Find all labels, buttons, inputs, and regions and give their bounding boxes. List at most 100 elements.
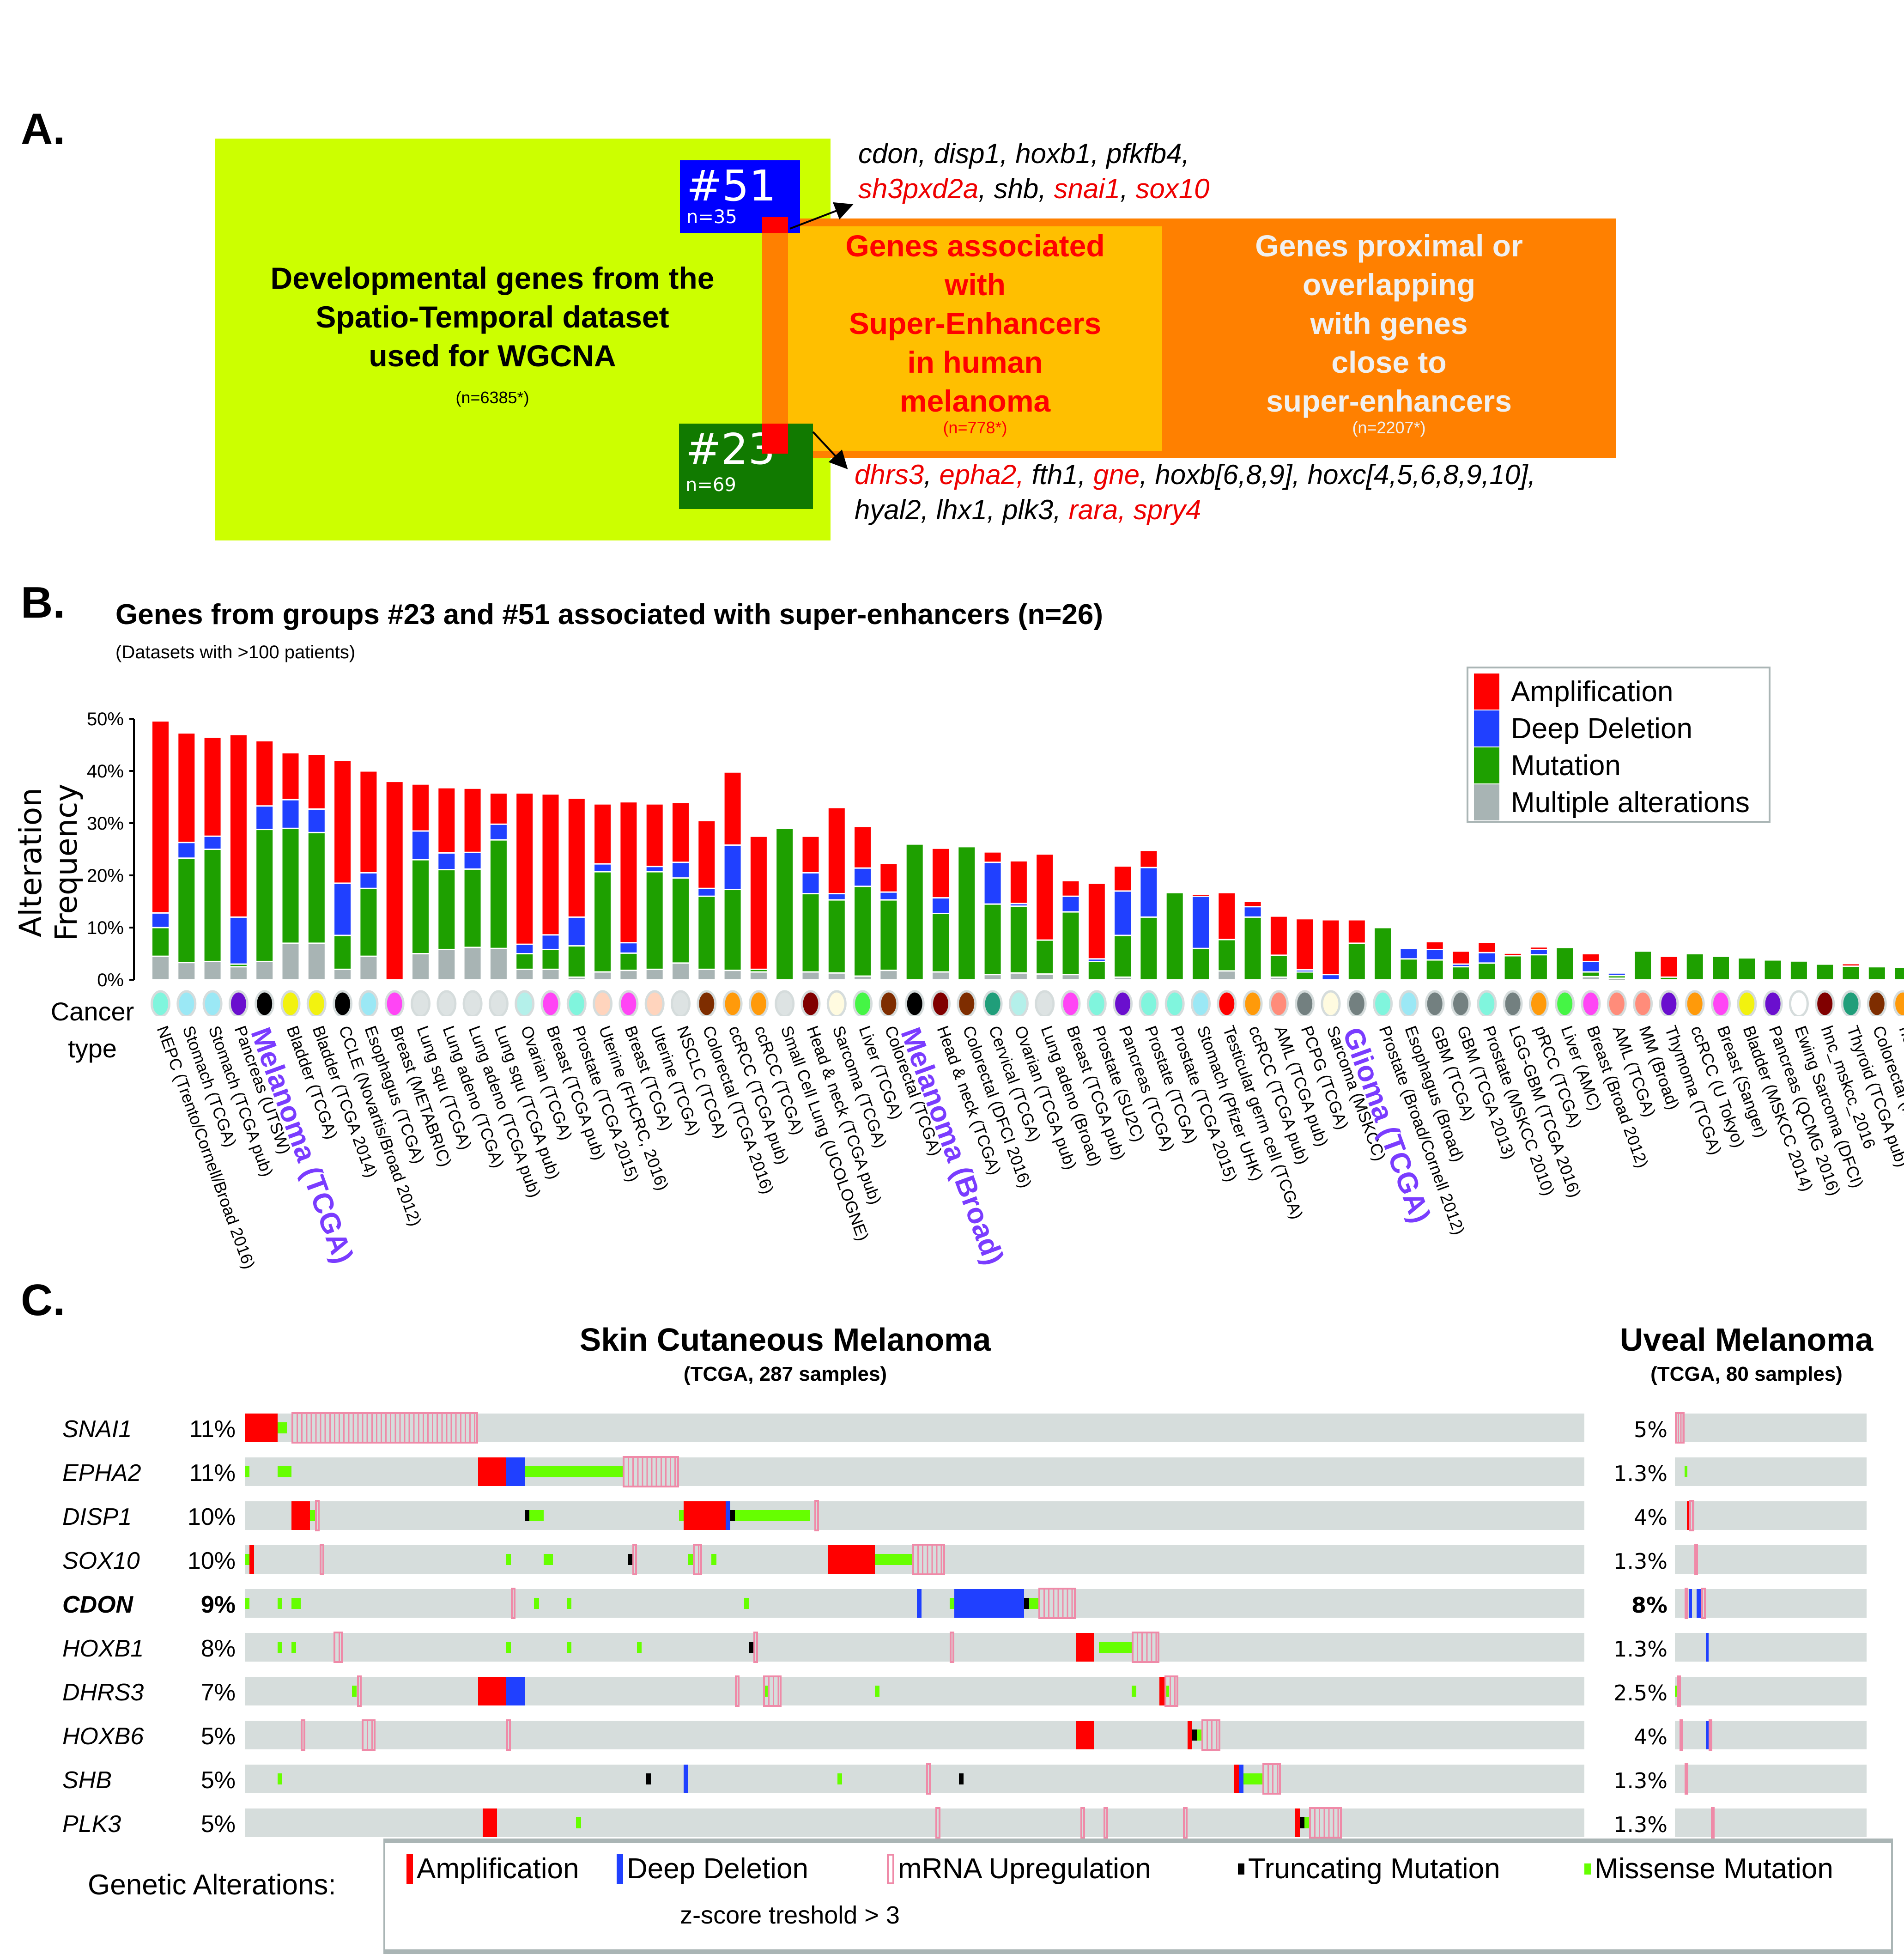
legend-item-amp: Amplification xyxy=(406,1852,579,1885)
cancer-type-dot xyxy=(1243,990,1263,1016)
deep-deletion-event xyxy=(1706,1633,1709,1662)
cancer-type-dot xyxy=(697,990,717,1016)
cancer-type-dot xyxy=(826,990,847,1016)
gene-name-super-enhancer: sox10 xyxy=(1135,173,1210,204)
super-enhancer-count: (n=778*) xyxy=(943,418,1007,437)
bar-segment-mutation xyxy=(1530,955,1547,979)
bar-segment-mutation xyxy=(958,847,975,979)
cancer-type-dot xyxy=(151,990,170,1016)
bar-segment-mutation xyxy=(438,870,455,949)
bar-segment-multiple-alterations xyxy=(360,957,377,979)
bar-segment-deep-deletion xyxy=(646,867,663,871)
bar-segment-multiple-alterations xyxy=(828,973,845,979)
bar-segment-multiple-alterations xyxy=(438,950,455,979)
bar-segment-deep-deletion xyxy=(542,935,559,949)
legend-label: Amplification xyxy=(1511,675,1674,708)
legend-label: Truncating Mutation xyxy=(1248,1853,1500,1885)
amplification-event xyxy=(483,1808,497,1837)
skin-track xyxy=(245,1765,1584,1793)
bar-segment-mutation xyxy=(1790,961,1807,979)
bar-segment-deep-deletion xyxy=(1322,975,1339,979)
mrna-upregulation-event xyxy=(632,1544,637,1575)
bar-segment-deep-deletion xyxy=(1244,907,1261,916)
legend-label: mRNA Upregulation xyxy=(898,1853,1151,1885)
missense-mutation-event xyxy=(534,1597,539,1609)
bar-segment-deep-deletion xyxy=(1401,949,1417,959)
bar-segment-amplification xyxy=(1661,957,1677,977)
amplification-event xyxy=(245,1414,278,1442)
bar-segment-deep-deletion xyxy=(464,853,481,868)
bar-segment-mutation xyxy=(1088,962,1105,979)
uveal-track xyxy=(1675,1721,1867,1749)
uveal-alteration-percent: 8% xyxy=(1631,1593,1668,1618)
bar-segment-mutation xyxy=(1037,941,1053,974)
miss-swatch-icon xyxy=(1584,1863,1591,1875)
gene-list-line: sh3pxd2a, shb, snai1, sox10 xyxy=(858,171,1210,206)
bar-segment-amplification xyxy=(594,804,611,863)
cancer-type-dot xyxy=(333,990,353,1016)
bar-segment-deep-deletion xyxy=(1062,897,1079,911)
bar-segment-multiple-alterations xyxy=(152,957,169,979)
mrna-upregulation-event xyxy=(333,1632,343,1663)
cancer-type-dot xyxy=(540,990,561,1016)
bar-segment-deep-deletion xyxy=(308,809,325,832)
bar-segment-amplification xyxy=(1115,867,1131,891)
gene-name: , xyxy=(1120,173,1136,204)
bar-segment-amplification xyxy=(412,784,429,831)
bar-segment-deep-deletion xyxy=(490,825,507,839)
bar-segment-mutation xyxy=(334,936,351,969)
cancer-type-dot xyxy=(957,990,977,1016)
proximal-line: overlapping xyxy=(1302,267,1476,302)
bar-segment-amplification xyxy=(516,793,533,944)
cancer-type-dot xyxy=(462,990,483,1016)
overlap-51-marker xyxy=(762,217,788,233)
uveal-track xyxy=(1675,1414,1867,1442)
skin-alteration-percent: 5% xyxy=(200,1723,236,1750)
bar-segment-deep-deletion xyxy=(204,837,221,849)
bar-segment-mutation xyxy=(516,954,533,969)
bar-segment-mutation xyxy=(1557,948,1573,979)
gene-name: , xyxy=(918,138,934,169)
bar-segment-deep-deletion xyxy=(282,800,299,828)
cancer-type-dot xyxy=(280,990,301,1016)
bar-segment-deep-deletion xyxy=(698,889,715,896)
proximal-count: (n=2207*) xyxy=(1352,418,1426,437)
cancer-type-dot xyxy=(1321,990,1341,1016)
amplification-event xyxy=(1234,1765,1239,1793)
y-tick-label: 0% xyxy=(97,970,124,990)
uveal-track xyxy=(1675,1808,1867,1837)
bar-segment-mutation xyxy=(1713,957,1729,979)
amplification-event xyxy=(683,1501,726,1530)
bar-segment-amplification xyxy=(855,827,871,868)
bar-segment-mutation xyxy=(1843,967,1859,979)
uveal-melanoma-title: Uveal Melanoma xyxy=(1619,1322,1874,1358)
missense-mutation-event xyxy=(688,1553,693,1566)
cancer-type-dot xyxy=(384,990,405,1016)
mrna-upregulation-event xyxy=(1680,1719,1684,1751)
legend-item-mutation: Mutation xyxy=(1474,747,1621,784)
bar-segment-mutation xyxy=(1608,976,1625,978)
skin-alteration-percent: 7% xyxy=(200,1679,236,1706)
cancer-type-dot xyxy=(618,990,639,1016)
se-line: Super-Enhancers xyxy=(849,306,1102,340)
bar-segment-deep-deletion xyxy=(360,873,377,888)
uveal-track xyxy=(1675,1545,1867,1574)
missense-mutation-event xyxy=(245,1466,250,1478)
bar-segment-multiple-alterations xyxy=(620,971,637,979)
cancer-type-dot xyxy=(488,990,509,1016)
bar-segment-mutation xyxy=(594,872,611,971)
bar-segment-amplification xyxy=(1426,942,1443,949)
missense-mutation-event xyxy=(744,1597,749,1609)
gene-label: DISP1 xyxy=(62,1504,132,1530)
gene-label: HOXB6 xyxy=(62,1723,144,1750)
legend-item-amplification: Amplification xyxy=(1474,673,1673,710)
mrna-upregulation-event xyxy=(1684,1588,1688,1619)
gene-name: , xyxy=(1182,138,1190,169)
missense-mutation-event xyxy=(525,1466,623,1478)
bar-segment-deep-deletion xyxy=(1140,868,1157,916)
bar-segment-multiple-alterations xyxy=(880,971,897,979)
skin-track xyxy=(245,1633,1584,1662)
bar-segment-deep-deletion xyxy=(880,892,897,899)
gene-list-line: dhrs3, epha2, fth1, gne, hoxb[6,8,9], ho… xyxy=(855,457,1535,492)
bar-segment-mutation xyxy=(230,965,247,966)
